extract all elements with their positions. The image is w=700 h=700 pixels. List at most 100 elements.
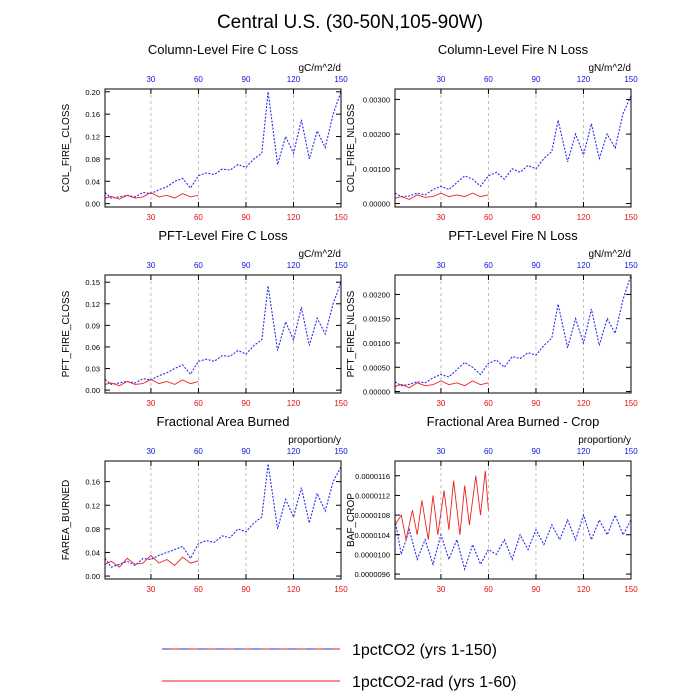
x-tick-label-top: 150: [334, 75, 348, 84]
y-tick-label: 0.00000: [363, 200, 390, 209]
y-tick-label: 0.0000116: [355, 472, 390, 481]
x-tick-label-top: 60: [194, 75, 203, 84]
y-tick-label: 0.00100: [363, 339, 390, 348]
chart-title: PFT-Level Fire C Loss: [158, 228, 288, 243]
series-line-blue: [104, 463, 342, 568]
y-tick-label: 0.03: [85, 365, 100, 374]
y-tick-label: 0.0000108: [355, 511, 390, 520]
x-tick-label-top: 120: [287, 261, 301, 270]
y-axis-label: BAF_CROP: [346, 493, 357, 547]
y-tick-label: 0.20: [85, 88, 100, 97]
x-tick-label-bottom: 150: [624, 213, 638, 222]
x-tick-label-top: 150: [334, 447, 348, 456]
y-axis-label: COL_FIRE_CLOSS: [61, 103, 72, 192]
series-line-blue: [394, 513, 632, 572]
x-tick-label-top: 90: [242, 447, 251, 456]
x-tick-label-bottom: 90: [532, 585, 541, 594]
x-tick-label-bottom: 60: [194, 213, 203, 222]
x-tick-label-bottom: 120: [287, 399, 301, 408]
y-tick-label: 0.12: [85, 501, 100, 510]
units-label: gN/m^2/d: [589, 63, 632, 74]
x-tick-label-top: 60: [194, 447, 203, 456]
plot-frame: [394, 274, 632, 394]
y-tick-label: 0.08: [85, 155, 100, 164]
y-tick-label: 0.00100: [363, 165, 390, 174]
x-tick-label-bottom: 90: [242, 399, 251, 408]
units-label: proportion/y: [578, 435, 631, 446]
y-tick-label: 0.12: [85, 300, 100, 309]
x-tick-label-top: 150: [334, 261, 348, 270]
y-tick-label: 0.0000100: [355, 550, 390, 559]
y-tick-label: 0.15: [85, 278, 100, 287]
y-tick-label: 0.08: [85, 525, 100, 534]
y-tick-label: 0.00: [85, 572, 100, 581]
y-axis-label: FAREA_BURNED: [61, 480, 72, 561]
series-line-red: [394, 192, 489, 200]
x-tick-label-bottom: 60: [194, 399, 203, 408]
y-axis-label: PFT_FIRE_CLOSS: [61, 290, 72, 377]
units-label: gN/m^2/d: [589, 249, 632, 260]
x-tick-label-top: 120: [577, 261, 591, 270]
chart-crop: Fractional Area Burned - Crop proportion/…: [346, 414, 638, 594]
x-tick-label-bottom: 60: [194, 585, 203, 594]
y-tick-label: 0.00150: [363, 315, 390, 324]
x-tick-label-top: 60: [484, 447, 493, 456]
x-tick-label-bottom: 30: [436, 213, 445, 222]
y-axis-label: PFT_FIRE_NLOSS: [346, 290, 357, 377]
x-tick-label-top: 90: [242, 75, 251, 84]
series-line-red: [394, 470, 489, 540]
chart-title: Column-Level Fire C Loss: [148, 42, 299, 57]
chart-title: Fractional Area Burned: [157, 414, 290, 429]
x-tick-label-bottom: 150: [334, 399, 348, 408]
x-tick-label-top: 90: [242, 261, 251, 270]
x-tick-label-top: 150: [624, 261, 638, 270]
x-tick-label-bottom: 150: [624, 585, 638, 594]
y-tick-label: 0.00000: [363, 388, 390, 397]
legend: 1pctCO2 (yrs 1-150) 1pctCO2-rad (yrs 1-6…: [162, 642, 517, 691]
x-tick-label-bottom: 30: [436, 399, 445, 408]
x-tick-label-bottom: 120: [577, 213, 591, 222]
figure-title: Central U.S. (30-50N,105-90W): [217, 12, 483, 33]
x-tick-label-bottom: 60: [484, 213, 493, 222]
x-tick-label-bottom: 120: [577, 585, 591, 594]
y-tick-label: 0.16: [85, 110, 100, 119]
y-tick-label: 0.16: [85, 478, 100, 487]
y-tick-label: 0.00: [85, 386, 100, 395]
series-line-red: [104, 191, 199, 200]
series-line-blue: [104, 282, 342, 385]
chart-title: Column-Level Fire N Loss: [438, 42, 589, 57]
y-tick-label: 0.04: [85, 548, 100, 557]
x-tick-label-bottom: 120: [287, 213, 301, 222]
x-tick-label-bottom: 30: [436, 585, 445, 594]
y-tick-label: 0.00050: [363, 363, 390, 372]
x-tick-label-bottom: 120: [287, 585, 301, 594]
x-tick-label-bottom: 90: [242, 585, 251, 594]
series-line-blue: [394, 95, 632, 198]
series-line-red: [104, 554, 199, 568]
y-tick-label: 0.0000104: [355, 531, 390, 540]
x-tick-label-bottom: 90: [532, 399, 541, 408]
plot-frame: [394, 460, 632, 580]
plot-frame: [104, 460, 342, 580]
units-label: gC/m^2/d: [299, 63, 342, 74]
x-tick-label-top: 120: [287, 447, 301, 456]
y-axis-label: COL_FIRE_NLOSS: [346, 103, 357, 192]
x-tick-label-top: 150: [624, 75, 638, 84]
x-tick-label-top: 120: [287, 75, 301, 84]
plot-frame: [394, 88, 632, 208]
x-tick-label-bottom: 150: [334, 585, 348, 594]
x-tick-label-top: 30: [146, 447, 155, 456]
x-tick-label-bottom: 60: [484, 399, 493, 408]
x-tick-label-bottom: 150: [334, 213, 348, 222]
y-tick-label: 0.00200: [363, 290, 390, 299]
x-tick-label-bottom: 120: [577, 399, 591, 408]
chart-title: PFT-Level Fire N Loss: [448, 228, 578, 243]
chart-pft_n: PFT-Level Fire N Loss gN/m^2/d 30 30 60 60 90 9…: [346, 228, 638, 408]
chart-pft_c: PFT-Level Fire C Loss gC/m^2/d 30 30 60 60 90 9…: [61, 228, 348, 408]
x-tick-label-top: 30: [146, 75, 155, 84]
x-tick-label-top: 120: [577, 447, 591, 456]
series-line-blue: [394, 274, 632, 387]
